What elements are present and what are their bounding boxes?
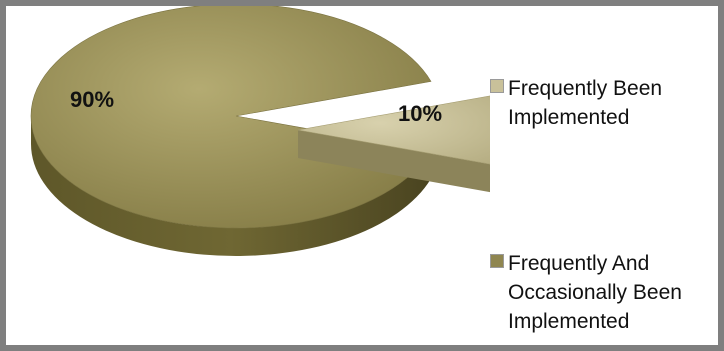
legend-item-frequently-and-occasionally-been-implemented: Frequently And Occasionally Been Impleme… bbox=[490, 249, 682, 336]
pie-slice-cut-0 bbox=[298, 130, 490, 193]
chart-legend: Frequently Been Implemented Frequently A… bbox=[490, 6, 716, 345]
pie-slice-0 bbox=[297, 95, 490, 165]
legend-swatch bbox=[490, 254, 504, 268]
slice-label-0: 10% bbox=[398, 101, 442, 126]
legend-item-frequently-been-implemented: Frequently Been Implemented bbox=[490, 74, 662, 132]
slice-label-1: 90% bbox=[70, 87, 114, 112]
legend-label: Frequently And Occasionally Been Impleme… bbox=[508, 252, 682, 333]
pie-slice-side-1 bbox=[31, 116, 431, 257]
legend-swatch bbox=[490, 79, 504, 93]
pie-chart: 10% 90% bbox=[30, 6, 490, 257]
legend-label: Frequently Been Implemented bbox=[508, 77, 663, 129]
pie-slice-1 bbox=[30, 6, 432, 229]
